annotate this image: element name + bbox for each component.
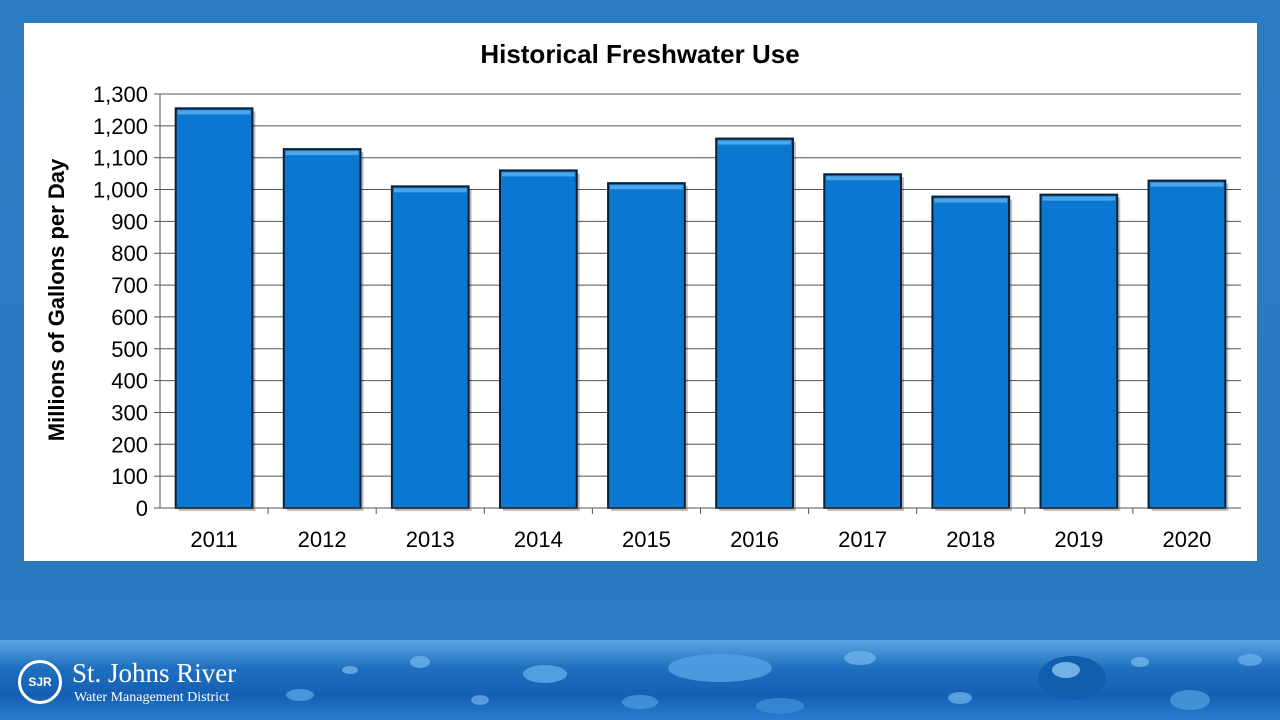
bar-highlight xyxy=(718,140,791,145)
bar-2017 xyxy=(823,173,903,509)
bar-2012 xyxy=(282,148,362,510)
x-tick-label: 2014 xyxy=(514,527,563,552)
bars xyxy=(174,107,1229,512)
x-tick-label: 2012 xyxy=(298,527,347,552)
y-tick-labels: 0 100 200 300 400 500 600 700 800 900 1,000 1,100 1,… xyxy=(93,82,148,521)
x-tick-label: 2011 xyxy=(190,527,237,552)
bar-2020 xyxy=(1147,179,1227,509)
bar-2011 xyxy=(174,107,254,509)
bar-2018 xyxy=(931,195,1011,509)
bar-chart: Historical Freshwater Use Millions of Ga… xyxy=(44,39,1241,552)
bar-highlight xyxy=(285,151,359,156)
bar-highlight xyxy=(393,188,467,193)
x-tick-label: 2020 xyxy=(1162,527,1211,552)
y-tick-label: 1,200 xyxy=(93,114,148,139)
bar-highlight xyxy=(1042,196,1116,201)
x-tick-label: 2018 xyxy=(946,527,995,552)
y-tick-label: 200 xyxy=(111,432,148,457)
chart-panel: Historical Freshwater Use Millions of Ga… xyxy=(24,23,1257,561)
bar-highlight xyxy=(826,176,900,181)
y-tick-label: 0 xyxy=(136,496,148,521)
x-tick-label: 2019 xyxy=(1054,527,1103,552)
axes xyxy=(154,93,1241,514)
y-tick-label: 1,100 xyxy=(93,146,148,171)
bar-2015 xyxy=(607,182,686,510)
y-tick-label: 800 xyxy=(111,241,148,266)
bar-2019 xyxy=(1039,193,1119,509)
bar-2014 xyxy=(498,169,578,510)
y-tick-label: 500 xyxy=(111,337,148,362)
water-droplets-banner xyxy=(0,640,1280,720)
bar-highlight xyxy=(934,198,1008,203)
y-tick-label: 600 xyxy=(111,305,148,330)
y-tick-label: 1,300 xyxy=(93,82,148,107)
bar-highlight xyxy=(501,172,575,177)
y-tick-label: 100 xyxy=(111,464,148,489)
x-tick-label: 2016 xyxy=(730,527,779,552)
bar-highlight xyxy=(177,110,251,115)
x-tick-label: 2015 xyxy=(622,527,671,552)
chart-title: Historical Freshwater Use xyxy=(480,39,799,69)
x-tick-label: 2017 xyxy=(838,527,887,552)
x-tick-labels: 2011 2012 2013 2014 2015 2016 2017 2018 2019 2020 xyxy=(190,527,1211,552)
bar-highlight xyxy=(1150,182,1224,187)
water-droplets-decoration xyxy=(286,651,1262,714)
district-logo: SJR St. Johns River Water Management Dis… xyxy=(16,656,266,716)
y-axis-title: Millions of Gallons per Day xyxy=(44,158,69,441)
y-tick-label: 900 xyxy=(111,209,148,234)
y-tick-label: 1,000 xyxy=(93,178,148,203)
logo-emblem-icon: SJR xyxy=(18,660,62,704)
bar-2013 xyxy=(390,185,470,509)
y-tick-label: 400 xyxy=(111,369,148,394)
y-tick-label: 700 xyxy=(111,273,148,298)
bar-2016 xyxy=(715,137,794,509)
x-tick-label: 2013 xyxy=(406,527,455,552)
y-tick-label: 300 xyxy=(111,400,148,425)
logo-name: St. Johns River xyxy=(72,658,237,688)
logo-subtitle: Water Management District xyxy=(74,690,230,705)
bar-highlight xyxy=(610,185,683,190)
logo-initials: SJR xyxy=(28,675,52,689)
